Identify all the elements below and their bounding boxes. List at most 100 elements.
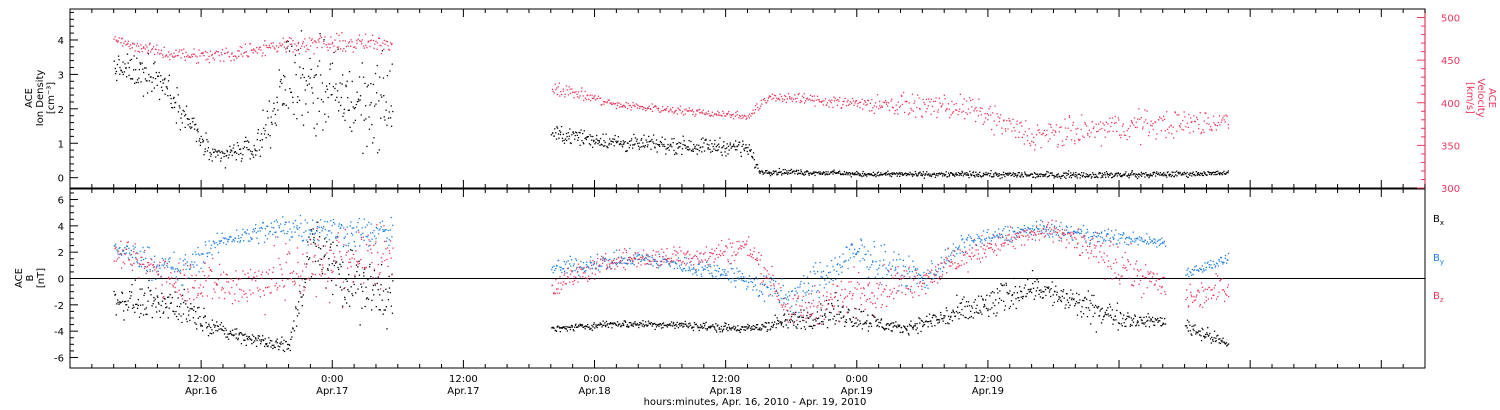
ion-density-series-point	[986, 174, 989, 176]
velocity-series-point	[214, 52, 217, 54]
velocity-series-point	[1051, 132, 1053, 134]
velocity-series-point	[247, 56, 249, 58]
bx-series-point	[665, 324, 667, 327]
velocity-series-point	[1131, 122, 1134, 124]
velocity-series-point	[974, 108, 976, 110]
ion-density-series-point	[832, 173, 834, 175]
bx-series-point	[1210, 342, 1212, 344]
by-series-point	[187, 277, 190, 279]
ion-density-series-point	[1119, 173, 1121, 175]
velocity-series-point	[850, 102, 853, 104]
ion-density-series-point	[994, 172, 996, 174]
bx-series-point	[370, 275, 372, 278]
velocity-series-point	[653, 106, 655, 108]
velocity-series-point	[628, 104, 631, 107]
ion-density-series-point	[1048, 175, 1051, 177]
ion-density-series-point	[774, 170, 776, 172]
by-series-point	[676, 267, 679, 269]
bx-series-point	[345, 278, 347, 280]
velocity-series-point	[356, 39, 358, 42]
velocity-series-point	[891, 106, 894, 108]
bx-series-point	[182, 313, 185, 315]
velocity-series-point	[364, 33, 367, 35]
ion-density-series-point	[276, 96, 278, 98]
by-series-point	[961, 239, 963, 241]
by-series-point	[799, 283, 801, 285]
ion-density-series-point	[1134, 175, 1136, 177]
by-series-point	[378, 229, 380, 231]
bx-series-point	[902, 331, 904, 333]
by-series-point	[655, 260, 657, 262]
bx-series-point	[1088, 309, 1091, 311]
ion-density-series-point	[931, 173, 934, 175]
ion-density-series-point	[720, 151, 722, 153]
bx-series-point	[371, 299, 373, 302]
bx-series-point	[1093, 306, 1095, 308]
ion-density-series-point	[707, 148, 709, 150]
bx-series-point	[209, 332, 211, 334]
ion-density-series-point	[699, 147, 701, 149]
bx-series-point	[855, 317, 857, 319]
ion-density-series	[113, 30, 1229, 180]
ion-density-series-point	[188, 118, 190, 120]
bx-series-point	[759, 327, 761, 329]
bx-series-point	[1003, 309, 1006, 311]
by-series-point	[117, 253, 119, 255]
velocity-series-point	[325, 44, 327, 46]
velocity-series-point	[866, 103, 868, 105]
velocity-series-point	[141, 48, 143, 50]
bx-series-point	[1195, 333, 1197, 335]
by-series-point	[235, 237, 237, 239]
velocity-series-point	[294, 48, 296, 51]
velocity-series-point	[1146, 122, 1148, 124]
velocity-series-point	[1003, 119, 1005, 121]
ion-density-series-point	[1155, 172, 1157, 175]
bx-series-point	[997, 292, 999, 294]
velocity-series-point	[791, 97, 793, 99]
by-series-point	[734, 286, 737, 288]
velocity-series-point	[925, 98, 928, 101]
velocity-series-point	[654, 105, 656, 107]
ion-density-series-point	[199, 138, 201, 140]
ion-density-series-point	[855, 173, 857, 176]
velocity-series-point	[743, 115, 745, 117]
ion-density-series-point	[794, 173, 796, 175]
bx-series-point	[769, 329, 771, 331]
velocity-series-point	[281, 45, 283, 47]
bx-series-point	[797, 316, 799, 318]
velocity-series-point	[620, 103, 622, 105]
ion-density-series-point	[223, 155, 225, 158]
ion-density-series-point	[123, 71, 126, 73]
bx-series-point	[227, 333, 229, 335]
velocity-series-point	[933, 110, 935, 112]
ion-density-series-point	[265, 137, 267, 139]
ion-density-series-point	[893, 172, 896, 174]
bx-series-point	[907, 332, 910, 335]
bx-series-point	[899, 324, 901, 326]
by-series-point	[682, 268, 684, 270]
ion-density-series-point	[582, 142, 584, 144]
by-series-point	[815, 291, 818, 293]
velocity-series-point	[244, 51, 246, 53]
bx-series-point	[781, 321, 783, 324]
bx-series-point	[793, 324, 795, 326]
velocity-series-point	[285, 48, 287, 50]
ion-density-series-point	[204, 151, 206, 153]
velocity-series-point	[358, 34, 360, 36]
velocity-series-point	[947, 103, 949, 105]
velocity-series-point	[219, 60, 221, 62]
bx-series-point	[777, 319, 779, 322]
bx-series-point	[950, 315, 952, 317]
velocity-series-point	[319, 35, 322, 37]
velocity-series-point	[937, 111, 939, 113]
velocity-series-point	[740, 117, 742, 120]
bx-series-point	[132, 304, 134, 306]
ion-density-series-point	[799, 172, 801, 175]
ion-density-series-point	[1120, 175, 1122, 177]
by-series-point	[324, 220, 326, 223]
bx-series-point	[848, 309, 850, 311]
ion-density-series-point	[180, 117, 182, 119]
velocity-series-point	[162, 54, 164, 56]
velocity-series-point	[799, 101, 801, 104]
ion-density-series-point	[220, 157, 222, 159]
